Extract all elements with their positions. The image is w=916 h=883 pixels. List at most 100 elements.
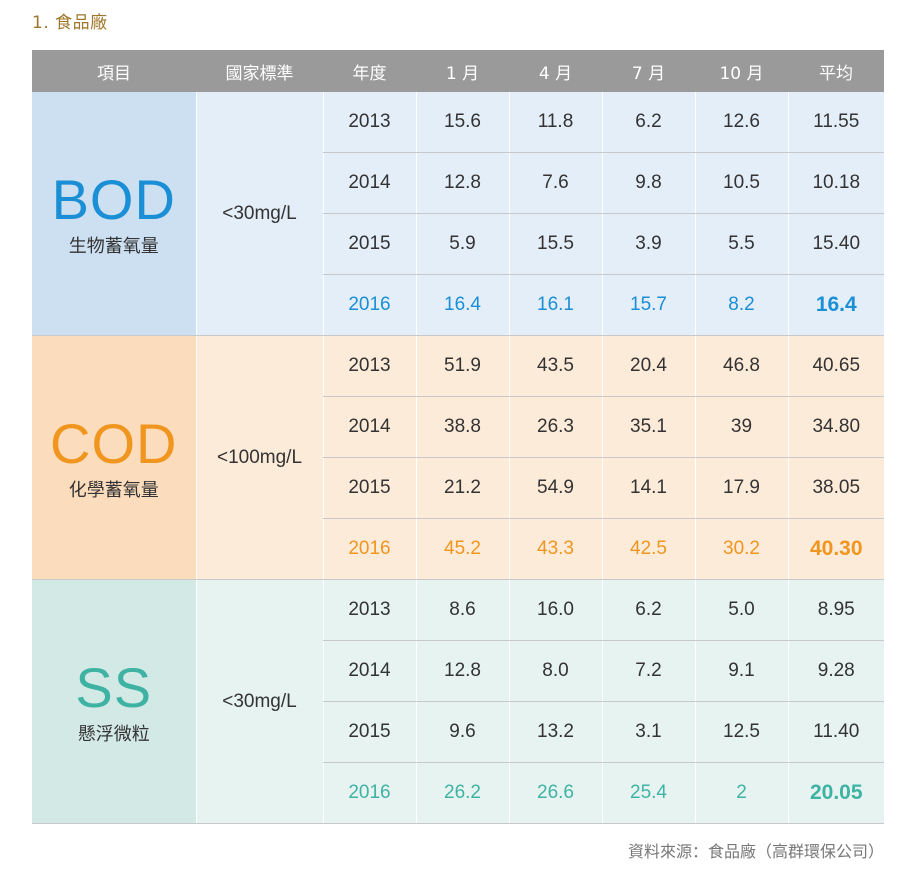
header-year: 年度 (323, 50, 416, 92)
jul-cell: 9.8 (601, 152, 695, 214)
oct-cell: 5.0 (694, 579, 788, 641)
jul-cell: 3.9 (601, 213, 695, 275)
apr-cell: 16.1 (508, 274, 602, 336)
apr-cell: 16.0 (508, 579, 602, 641)
item-name: 懸浮微粒 (77, 723, 150, 745)
apr-cell: 26.3 (508, 396, 602, 458)
source-note: 資料來源：食品廠（高群環保公司） (627, 842, 884, 861)
oct-cell: 39 (694, 396, 788, 458)
standard-cell: <100mg/L (195, 335, 323, 580)
year-cell: 2016 (322, 518, 416, 580)
group-cod: COD 化學蓄氧量 <100mg/L 2013 51.9 43.5 20.4 4… (32, 335, 884, 580)
avg-cell: 11.40 (787, 701, 884, 763)
oct-cell: 9.1 (694, 640, 788, 702)
jul-cell: 7.2 (601, 640, 695, 702)
jul-cell: 42.5 (601, 518, 695, 580)
group-ss: SS 懸浮微粒 <30mg/L 2013 8.6 16.0 6.2 5.0 8.… (32, 579, 884, 824)
header-apr: 4 月 (509, 50, 602, 92)
year-cell: 2013 (322, 335, 416, 397)
apr-cell: 26.6 (508, 762, 602, 824)
table-row-highlight: 2016 26.2 26.6 25.4 2 20.05 (32, 762, 884, 824)
jan-cell: 45.2 (415, 518, 509, 580)
jul-cell: 20.4 (601, 335, 695, 397)
jan-cell: 26.2 (415, 762, 509, 824)
apr-cell: 8.0 (508, 640, 602, 702)
header-standard: 國家標準 (196, 50, 323, 92)
avg-cell: 11.55 (787, 92, 884, 153)
oct-cell: 12.6 (694, 92, 788, 153)
header-average: 平均 (788, 50, 884, 92)
table-row: 2014 12.8 7.6 9.8 10.5 10.18 (32, 152, 884, 214)
item-cell-bod: BOD 生物蓄氧量 (32, 92, 196, 336)
table-row: 2015 21.2 54.9 14.1 17.9 38.05 (32, 457, 884, 519)
header-jul: 7 月 (602, 50, 695, 92)
item-abbr: COD (50, 411, 178, 475)
table-row: SS 懸浮微粒 <30mg/L 2013 8.6 16.0 6.2 5.0 8.… (32, 579, 884, 824)
item-cell-cod: COD 化學蓄氧量 (32, 335, 196, 580)
oct-cell: 17.9 (694, 457, 788, 519)
standard-cell: <30mg/L (195, 92, 323, 336)
avg-cell: 38.05 (787, 457, 884, 519)
oct-cell: 10.5 (694, 152, 788, 214)
oct-cell: 46.8 (694, 335, 788, 397)
jul-cell: 6.2 (601, 92, 695, 153)
jul-cell: 15.7 (601, 274, 695, 336)
jan-cell: 16.4 (415, 274, 509, 336)
oct-cell: 2 (694, 762, 788, 824)
oct-cell: 8.2 (694, 274, 788, 336)
water-quality-table: 項目 國家標準 年度 1 月 4 月 7 月 10 月 平均 BOD 生物蓄氧量… (32, 50, 884, 824)
table-header-row: 項目 國家標準 年度 1 月 4 月 7 月 10 月 平均 (32, 50, 884, 92)
oct-cell: 12.5 (694, 701, 788, 763)
apr-cell: 54.9 (508, 457, 602, 519)
jul-cell: 14.1 (601, 457, 695, 519)
jan-cell: 15.6 (415, 92, 509, 153)
year-cell: 2016 (322, 274, 416, 336)
jan-cell: 12.8 (415, 152, 509, 214)
avg-cell: 8.95 (787, 579, 884, 641)
jan-cell: 9.6 (415, 701, 509, 763)
jan-cell: 12.8 (415, 640, 509, 702)
jan-cell: 38.8 (415, 396, 509, 458)
avg-cell: 16.4 (787, 274, 884, 336)
table-row: BOD 生物蓄氧量 <30mg/L 2013 15.6 11.8 6.2 12.… (32, 92, 884, 336)
jul-cell: 35.1 (601, 396, 695, 458)
avg-cell: 9.28 (787, 640, 884, 702)
standard-value: <30mg/L (222, 202, 297, 224)
table-row-highlight: 2016 16.4 16.1 15.7 8.2 16.4 (32, 274, 884, 336)
apr-cell: 13.2 (508, 701, 602, 763)
standard-value: <100mg/L (216, 446, 303, 468)
header-item: 項目 (32, 50, 196, 92)
item-name: 化學蓄氧量 (68, 479, 159, 501)
jan-cell: 5.9 (415, 213, 509, 275)
apr-cell: 15.5 (508, 213, 602, 275)
apr-cell: 43.3 (508, 518, 602, 580)
apr-cell: 11.8 (508, 92, 602, 153)
page-title: 1. 食品廠 (32, 13, 108, 33)
apr-cell: 43.5 (508, 335, 602, 397)
jul-cell: 6.2 (601, 579, 695, 641)
table-row: 2015 9.6 13.2 3.1 12.5 11.40 (32, 701, 884, 763)
year-cell: 2015 (322, 701, 416, 763)
table-row: 2014 12.8 8.0 7.2 9.1 9.28 (32, 640, 884, 702)
year-cell: 2015 (322, 457, 416, 519)
group-bod: BOD 生物蓄氧量 <30mg/L 2013 15.6 11.8 6.2 12.… (32, 92, 884, 336)
header-jan: 1 月 (416, 50, 509, 92)
year-cell: 2015 (322, 213, 416, 275)
year-cell: 2014 (322, 152, 416, 214)
year-cell: 2013 (322, 579, 416, 641)
jul-cell: 3.1 (601, 701, 695, 763)
item-abbr: SS (75, 655, 153, 719)
year-cell: 2014 (322, 640, 416, 702)
item-cell-ss: SS 懸浮微粒 (32, 579, 196, 824)
jan-cell: 21.2 (415, 457, 509, 519)
jan-cell: 8.6 (415, 579, 509, 641)
header-oct: 10 月 (695, 50, 788, 92)
table-row: COD 化學蓄氧量 <100mg/L 2013 51.9 43.5 20.4 4… (32, 335, 884, 580)
table-row: 2014 38.8 26.3 35.1 39 34.80 (32, 396, 884, 458)
avg-cell: 34.80 (787, 396, 884, 458)
avg-cell: 15.40 (787, 213, 884, 275)
jul-cell: 25.4 (601, 762, 695, 824)
table-row-highlight: 2016 45.2 43.3 42.5 30.2 40.30 (32, 518, 884, 580)
oct-cell: 30.2 (694, 518, 788, 580)
avg-cell: 10.18 (787, 152, 884, 214)
